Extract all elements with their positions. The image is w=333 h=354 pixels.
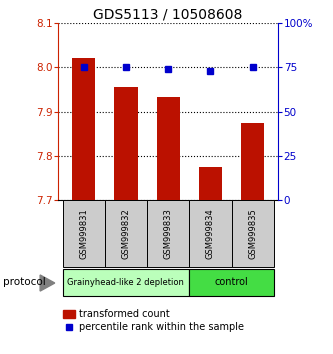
Bar: [147, 200, 189, 267]
Text: GSM999832: GSM999832: [122, 208, 131, 259]
Bar: [63, 269, 189, 296]
Bar: [72, 57, 95, 200]
Text: GSM999835: GSM999835: [248, 208, 257, 259]
Bar: [105, 200, 147, 267]
Text: protocol: protocol: [3, 278, 46, 287]
Polygon shape: [40, 275, 55, 291]
Text: GSM999831: GSM999831: [79, 208, 88, 259]
Legend: transformed count, percentile rank within the sample: transformed count, percentile rank withi…: [63, 309, 244, 332]
Title: GDS5113 / 10508608: GDS5113 / 10508608: [94, 8, 243, 22]
Bar: [63, 200, 105, 267]
Text: Grainyhead-like 2 depletion: Grainyhead-like 2 depletion: [68, 278, 184, 287]
Bar: [189, 269, 274, 296]
Bar: [231, 200, 274, 267]
Text: GSM999833: GSM999833: [164, 208, 173, 259]
Bar: [241, 122, 264, 200]
Bar: [199, 167, 222, 200]
Bar: [157, 97, 180, 200]
Bar: [114, 87, 138, 200]
Bar: [189, 200, 231, 267]
Text: GSM999834: GSM999834: [206, 208, 215, 259]
Text: control: control: [215, 277, 248, 287]
